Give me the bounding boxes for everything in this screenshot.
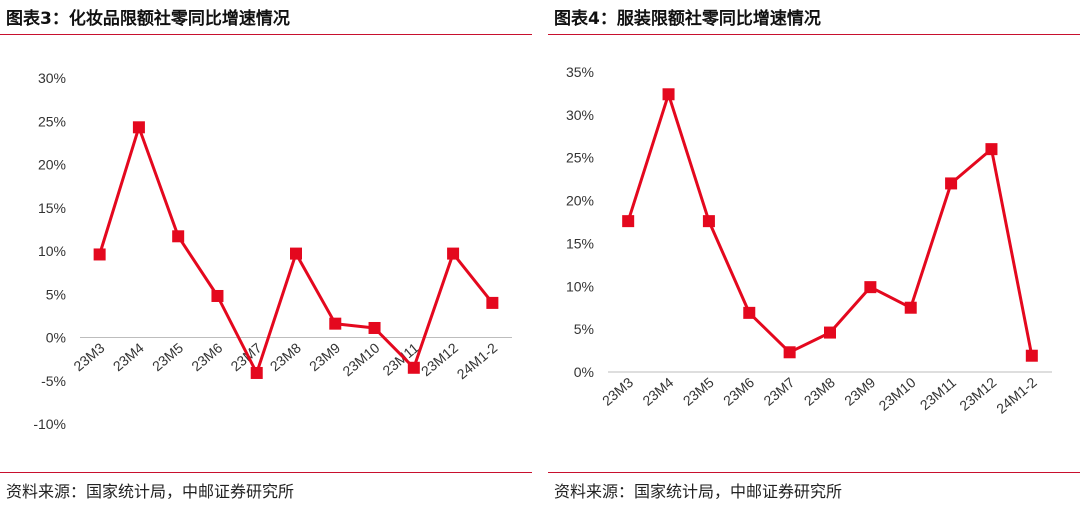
x-tick-label: 23M4 bbox=[110, 339, 147, 374]
y-tick-label: -10% bbox=[33, 416, 66, 432]
data-point-marker bbox=[211, 289, 224, 302]
data-point-marker bbox=[702, 215, 715, 228]
data-point-marker bbox=[329, 317, 342, 330]
data-point-marker bbox=[93, 248, 106, 261]
data-point-marker bbox=[783, 346, 796, 359]
x-tick-label: 23M8 bbox=[801, 374, 838, 409]
y-tick-label: 30% bbox=[566, 107, 594, 123]
x-tick-label: 23M10 bbox=[876, 374, 919, 414]
y-tick-label: 5% bbox=[574, 321, 594, 337]
title-rule bbox=[0, 34, 532, 35]
x-tick-label: 24M1-2 bbox=[993, 374, 1040, 417]
data-point-marker bbox=[447, 247, 460, 260]
data-point-marker bbox=[985, 143, 998, 156]
source-note: 资料来源：国家统计局，中邮证券研究所 bbox=[6, 482, 295, 501]
x-tick-label: 24M1-2 bbox=[454, 339, 501, 382]
y-tick-label: 30% bbox=[38, 70, 66, 86]
x-tick-label: 23M12 bbox=[418, 339, 461, 379]
x-tick-label: 23M3 bbox=[70, 339, 107, 374]
data-point-marker bbox=[132, 121, 145, 134]
data-point-marker bbox=[250, 366, 263, 379]
x-tick-label: 23M8 bbox=[267, 339, 304, 374]
x-tick-label: 23M12 bbox=[956, 374, 999, 414]
y-tick-label: 0% bbox=[574, 364, 594, 380]
y-tick-label: 10% bbox=[566, 278, 594, 294]
source-rule bbox=[548, 472, 1080, 473]
figure-title: 图表3：化妆品限额社零同比增速情况 bbox=[6, 9, 290, 29]
y-tick-label: 15% bbox=[566, 235, 594, 251]
y-tick-label: 25% bbox=[566, 150, 594, 166]
data-point-marker bbox=[864, 281, 877, 294]
data-point-marker bbox=[743, 306, 756, 319]
title-rule bbox=[548, 34, 1080, 35]
cosmetics-line-chart: -10%-5%0%5%10%15%20%25%30%23M3 23M4 23M5 23… bbox=[33, 70, 512, 432]
y-tick-label: 0% bbox=[46, 330, 66, 346]
y-tick-label: 15% bbox=[38, 200, 66, 216]
x-tick-label: 23M4 bbox=[639, 374, 676, 409]
y-tick-label: 20% bbox=[38, 157, 66, 173]
figure-right: 图表4：服装限额社零同比增速情况 0% 5% 10% 15% 20% 25% 30% 35% 2… bbox=[548, 0, 1080, 510]
y-tick-label: 20% bbox=[566, 193, 594, 209]
x-tick-label: 23M6 bbox=[188, 339, 225, 374]
x-tick-label: 23M3 bbox=[599, 374, 636, 409]
data-point-marker bbox=[486, 296, 499, 309]
data-point-marker bbox=[172, 230, 185, 243]
source-rule bbox=[0, 472, 532, 473]
data-point-marker bbox=[290, 247, 302, 260]
y-tick-label: 35% bbox=[566, 64, 594, 80]
y-tick-label: -5% bbox=[41, 373, 66, 389]
data-point-marker bbox=[407, 361, 420, 374]
data-point-marker bbox=[622, 215, 635, 228]
x-tick-label: 23M6 bbox=[720, 374, 757, 409]
x-tick-label: 23M5 bbox=[680, 374, 717, 409]
y-tick-label: 10% bbox=[38, 243, 66, 259]
data-point-marker bbox=[945, 177, 958, 190]
source-note: 资料来源：国家统计局，中邮证券研究所 bbox=[554, 482, 843, 501]
x-tick-label: 23M7 bbox=[760, 374, 797, 409]
x-tick-label: 23M5 bbox=[149, 339, 186, 374]
series-line bbox=[626, 92, 1034, 356]
x-tick-label: 23M11 bbox=[917, 374, 959, 413]
figure-left: 图表3：化妆品限额社零同比增速情况 -10% -5% 0% 5% 10% 15% 20% 25… bbox=[0, 0, 532, 510]
apparel-line-chart: 0%5%10%15%20%25%30%35%23M3 23M4 23M5 23M6 23… bbox=[566, 64, 1052, 417]
x-tick-label: 23M10 bbox=[339, 339, 382, 379]
data-point-marker bbox=[368, 321, 381, 334]
y-tick-label: 25% bbox=[38, 113, 66, 129]
y-tick-label: 5% bbox=[46, 286, 66, 302]
data-point-marker bbox=[824, 326, 836, 339]
x-tick-label: 23M9 bbox=[306, 339, 343, 374]
data-point-marker bbox=[662, 88, 675, 101]
data-point-marker bbox=[1025, 349, 1038, 362]
data-point-marker bbox=[904, 301, 917, 314]
figure-title: 图表4：服装限额社零同比增速情况 bbox=[554, 9, 821, 29]
x-tick-label: 23M9 bbox=[841, 374, 878, 409]
